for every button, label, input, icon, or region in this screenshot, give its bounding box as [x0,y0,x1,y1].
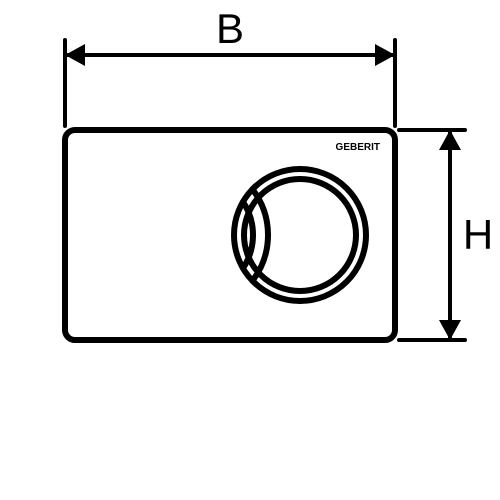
flush-plate [65,130,395,340]
dimension-diagram: GEBERIT B H [0,0,500,500]
dim-b-label: B [216,5,244,52]
small-flush-inner [244,179,356,291]
brand-label: GEBERIT [336,142,380,153]
dim-h-label: H [463,211,493,258]
